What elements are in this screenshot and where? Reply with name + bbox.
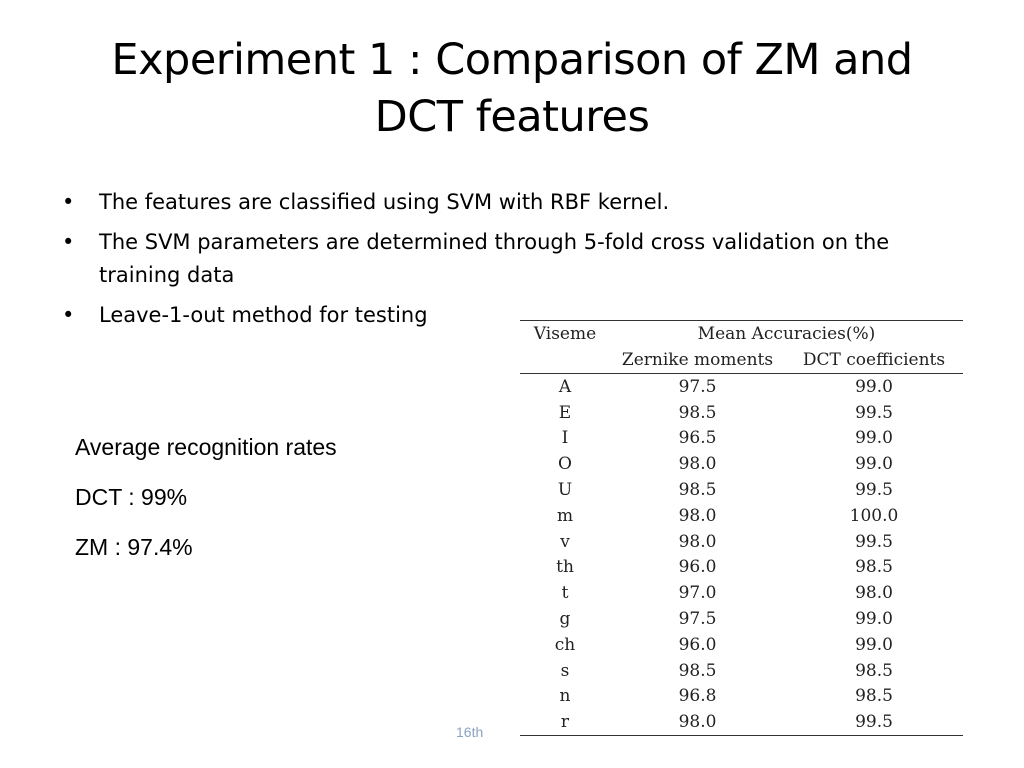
cell-viseme: A — [558, 376, 572, 397]
table-row: v 98.0 99.5 — [520, 529, 963, 555]
cell-dct: 99.0 — [855, 609, 893, 630]
header-dct: DCT coefficients — [785, 347, 963, 374]
slide-title: Experiment 1 : Comparison of ZM and DCT … — [40, 32, 984, 146]
cell-viseme: t — [561, 583, 569, 604]
table-header-row: Viseme Mean Accuracies(%) — [520, 320, 963, 347]
cell-dct: 98.0 — [855, 583, 893, 604]
cell-zm: 96.0 — [678, 557, 717, 578]
recognition-rates: Average recognition rates DCT : 99% ZM :… — [75, 430, 337, 580]
table-row: I 96.5 99.0 — [520, 426, 963, 452]
cell-viseme: ch — [554, 634, 576, 655]
cell-zm: 96.0 — [678, 634, 717, 655]
table-row: r 98.0 99.5 — [520, 709, 963, 737]
cell-zm: 98.0 — [678, 454, 717, 475]
cell-viseme: n — [559, 686, 571, 707]
slide-footer: 16th — [456, 724, 484, 740]
cell-dct: 99.0 — [855, 376, 893, 397]
header-empty — [520, 347, 610, 374]
cell-zm: 97.5 — [678, 609, 717, 630]
cell-zm: 98.0 — [678, 505, 717, 526]
table-row: th 96.0 98.5 — [520, 555, 963, 581]
cell-dct: 98.5 — [855, 686, 893, 707]
cell-zm: 98.5 — [678, 660, 717, 681]
cell-viseme: g — [559, 609, 571, 630]
table-row: O 98.0 99.0 — [520, 451, 963, 477]
cell-zm: 97.0 — [678, 583, 717, 604]
accuracy-table: Viseme Mean Accuracies(%) Zernike moment… — [520, 320, 963, 737]
cell-dct: 99.5 — [855, 531, 893, 552]
cell-viseme: th — [556, 557, 574, 578]
cell-zm: 96.5 — [678, 428, 717, 449]
cell-viseme: E — [558, 402, 572, 423]
title-line-2: DCT features — [374, 92, 650, 142]
rates-heading: Average recognition rates — [75, 434, 337, 460]
table-row: E 98.5 99.5 — [520, 400, 963, 426]
cell-viseme: O — [558, 454, 572, 475]
rate-zm: ZM : 97.4% — [75, 534, 193, 560]
table-row: U 98.5 99.5 — [520, 477, 963, 503]
table-row: t 97.0 98.0 — [520, 580, 963, 606]
cell-dct: 98.5 — [855, 557, 893, 578]
header-viseme: Viseme — [520, 320, 610, 347]
cell-zm: 98.0 — [610, 709, 785, 737]
table-row: s 98.5 98.5 — [520, 658, 963, 684]
cell-dct: 100.0 — [849, 505, 899, 526]
cell-viseme: r — [520, 709, 610, 737]
cell-zm: 97.5 — [678, 376, 717, 397]
cell-zm: 96.8 — [678, 686, 717, 707]
table-row: n 96.8 98.5 — [520, 684, 963, 710]
table-subheader-row: Zernike moments DCT coefficients — [520, 347, 963, 374]
cell-dct: 99.0 — [855, 454, 893, 475]
accuracy-table-wrap: Viseme Mean Accuracies(%) Zernike moment… — [520, 320, 963, 737]
table-row: ch 96.0 99.0 — [520, 632, 963, 658]
table-row: m 98.0 100.0 — [520, 503, 963, 529]
bullet-item: The SVM parameters are determined throug… — [62, 226, 962, 292]
cell-viseme: U — [557, 480, 573, 501]
table-row: A 97.5 99.0 — [520, 374, 963, 400]
table-body: A 97.5 99.0 E 98.5 99.5 I 96.5 99.0 O 98.0 99.0 U 98.… — [520, 374, 963, 737]
cell-dct: 99.5 — [855, 480, 893, 501]
table-row: g 97.5 99.0 — [520, 606, 963, 632]
rate-dct: DCT : 99% — [75, 484, 188, 510]
cell-dct: 99.5 — [855, 402, 893, 423]
header-zernike: Zernike moments — [610, 347, 785, 374]
cell-viseme: s — [560, 660, 570, 681]
cell-viseme: v — [560, 531, 570, 552]
cell-dct: 99.5 — [785, 709, 963, 737]
cell-dct: 98.5 — [855, 660, 893, 681]
header-mean-accuracies: Mean Accuracies(%) — [610, 320, 963, 347]
bullet-list: The features are classified using SVM wi… — [62, 186, 962, 339]
cell-viseme: I — [561, 428, 569, 449]
cell-zm: 98.5 — [678, 402, 717, 423]
title-line-1: Experiment 1 : Comparison of ZM and — [111, 35, 913, 85]
cell-dct: 99.0 — [855, 634, 893, 655]
cell-viseme: m — [556, 505, 574, 526]
cell-zm: 98.0 — [678, 531, 717, 552]
bullet-item: Leave-1-out method for testing — [62, 299, 962, 332]
cell-dct: 99.0 — [855, 428, 893, 449]
cell-zm: 98.5 — [678, 480, 717, 501]
bullet-item: The features are classified using SVM wi… — [62, 186, 962, 219]
